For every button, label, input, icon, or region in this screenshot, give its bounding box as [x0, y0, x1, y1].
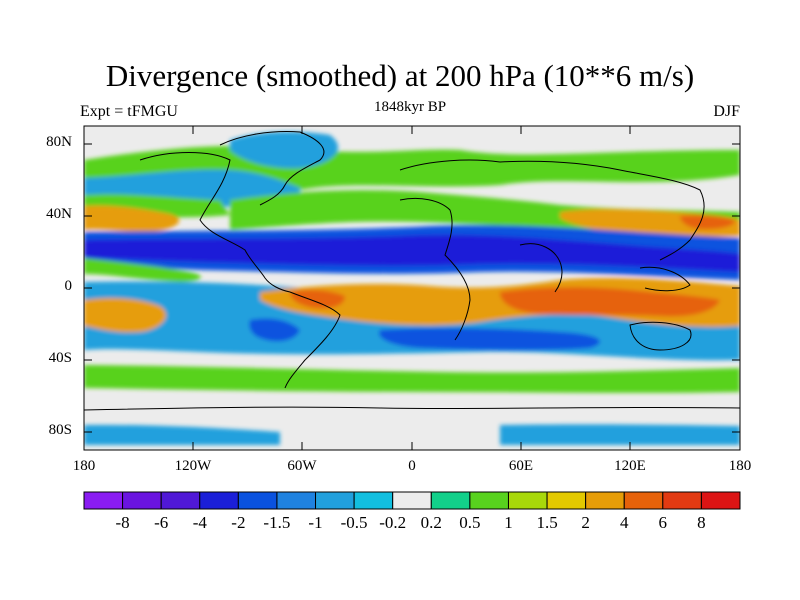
colorbar-swatch: [662, 491, 702, 510]
colorbar-label: -2: [231, 513, 246, 532]
colorbar-label: 1.5: [536, 513, 558, 532]
lat-label-80n: 80N: [46, 134, 72, 150]
lat-label-0: 0: [64, 278, 73, 294]
lon-label-120e: 120E: [614, 458, 646, 474]
colorbar-swatch: [237, 491, 278, 510]
lat-label-80s: 80S: [48, 422, 72, 438]
field-indian-ocean-strong-positive: [500, 287, 720, 317]
colorbar-label: 2: [581, 513, 590, 532]
field-southern-ocean-positive: [84, 365, 740, 393]
colorbar-label: 6: [658, 513, 668, 532]
colorbar-label: 4: [619, 513, 629, 532]
colorbar-label: 8: [697, 513, 706, 532]
colorbar-swatch: [276, 491, 317, 510]
colorbar-label: 0.2: [420, 513, 442, 532]
lon-label-60e: 60E: [508, 458, 534, 474]
colorbar-label: 1: [504, 513, 513, 532]
colorbar-swatch: [546, 491, 587, 510]
field-north-atlantic-negative: [230, 131, 339, 169]
lat-label-40s: 40S: [48, 350, 72, 366]
field-east-asia-strong-positive: [680, 215, 736, 230]
field-south-pacific-deep-negative: [249, 318, 300, 342]
colorbar-swatch: [585, 491, 625, 510]
colorbar: [83, 491, 741, 510]
colorbar-label: 0.5: [459, 513, 481, 532]
colorbar-swatch: [392, 491, 432, 510]
lon-label-0: 0: [408, 458, 416, 474]
field-east-pacific-positive: [84, 258, 201, 282]
colorbar-label: -0.5: [340, 513, 368, 532]
colorbar-swatch: [430, 491, 471, 510]
coastlines: [84, 131, 740, 411]
colorbar-swatch: [700, 491, 741, 510]
experiment-label: Expt = tFMGU: [80, 103, 178, 120]
colorbar-swatch: [315, 491, 355, 510]
field-south-indian-deep-negative: [379, 327, 600, 351]
lat-label-40n: 40N: [46, 206, 72, 222]
field-south-pacific-positive: [84, 298, 167, 333]
colorbar-label: -1.5: [263, 513, 291, 532]
field-northwest-strong-positive: [84, 205, 180, 232]
lon-label-120w: 120W: [174, 458, 212, 474]
field-antarctic-negative: [84, 424, 280, 445]
colorbar-swatch: [199, 491, 239, 510]
colorbar-label: -1: [308, 513, 323, 532]
lon-label-180w: 180: [72, 458, 96, 474]
colorbar-label: -4: [192, 513, 207, 532]
colorbar-label: -0.2: [379, 513, 407, 532]
plot-title: Divergence (smoothed) at 200 hPa (10**6 …: [105, 58, 695, 93]
colorbar-swatch: [353, 491, 394, 510]
colorbar-swatch: [122, 491, 162, 510]
lon-label-60w: 60W: [287, 458, 317, 474]
colorbar-swatch: [623, 491, 664, 510]
field-north-subtropical-negative-core: [84, 234, 740, 272]
field-atlantic-strong-positive: [290, 289, 345, 309]
colorbar-label: -6: [154, 513, 169, 532]
divergence-field: [84, 126, 740, 450]
colorbar-swatch: [469, 491, 509, 510]
colorbar-swatch: [83, 491, 124, 510]
axis-ticks: [83, 126, 741, 450]
colorbar-swatch: [160, 491, 201, 510]
colorbar-label: -8: [115, 513, 130, 532]
season-label: DJF: [713, 103, 740, 120]
colorbar-swatch: [507, 491, 548, 510]
lon-label-180e: 180: [728, 458, 752, 474]
field-antarctic-negative-east: [500, 424, 740, 445]
time-label: 1848kyr BP: [373, 99, 447, 115]
